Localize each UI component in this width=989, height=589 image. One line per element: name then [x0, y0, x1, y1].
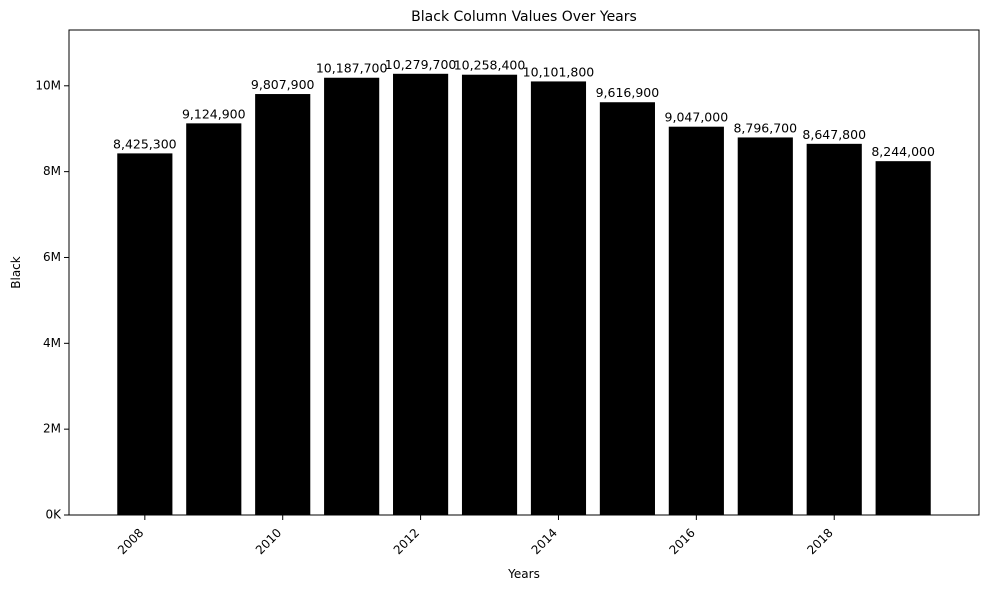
bar-2013	[461, 74, 518, 515]
bar-labels-group: 8,425,3009,124,9009,807,90010,187,70010,…	[113, 57, 935, 159]
bar-value-label-2012: 10,279,700	[385, 57, 457, 72]
bar-2018	[806, 143, 862, 515]
bar-value-label-2010: 9,807,900	[251, 77, 315, 92]
x-tick-label-2014: 2014	[529, 526, 560, 557]
y-tick-label-1: 2M	[43, 422, 61, 436]
bar-2019	[875, 161, 931, 515]
y-tick-label-3: 6M	[43, 250, 61, 264]
bar-2012	[393, 73, 449, 516]
bar-value-label-2008: 8,425,300	[113, 136, 177, 151]
y-axis-ticks: 0K 2M 4M 6M 8M 10M	[35, 78, 69, 522]
x-tick-label-2016: 2016	[666, 526, 697, 557]
bar-value-label-2018: 8,647,800	[802, 127, 866, 142]
bar-2017	[737, 137, 793, 516]
plot-frame	[68, 29, 980, 516]
x-axis-ticks: 2008 2010 2012 2014 2016 2018	[115, 515, 836, 557]
bar-value-label-2009: 9,124,900	[182, 106, 246, 121]
chart-title: Black Column Values Over Years	[411, 9, 637, 25]
bar-2008	[117, 153, 173, 515]
x-tick-label-2010: 2010	[253, 526, 284, 557]
bar-value-label-2011: 10,187,700	[316, 61, 388, 76]
x-axis-label: Years	[507, 567, 540, 581]
y-tick-label-0: 0K	[45, 508, 62, 522]
bar-value-label-2015: 9,616,900	[596, 85, 660, 100]
bar-value-label-2019: 8,244,000	[871, 144, 935, 159]
bar-2016	[668, 126, 724, 515]
x-tick-label-2012: 2012	[391, 526, 422, 557]
bar-value-label-2017: 8,796,700	[733, 120, 797, 135]
bar-2009	[186, 123, 242, 515]
x-tick-label-2018: 2018	[804, 526, 835, 557]
bar-value-label-2016: 9,047,000	[665, 110, 729, 125]
bar-2015	[599, 102, 655, 515]
bar-value-label-2013: 10,258,400	[454, 58, 526, 73]
y-tick-label-2: 4M	[43, 336, 61, 350]
bar-2011	[324, 77, 380, 516]
bar-2010	[255, 94, 311, 516]
y-tick-label-4: 8M	[43, 164, 61, 178]
bar-value-label-2014: 10,101,800	[523, 64, 595, 79]
x-tick-label-2008: 2008	[115, 526, 146, 557]
y-axis-label: Black	[9, 256, 23, 289]
bars-group	[117, 73, 931, 516]
y-tick-label-5: 10M	[35, 78, 61, 92]
bar-2014	[530, 81, 587, 515]
